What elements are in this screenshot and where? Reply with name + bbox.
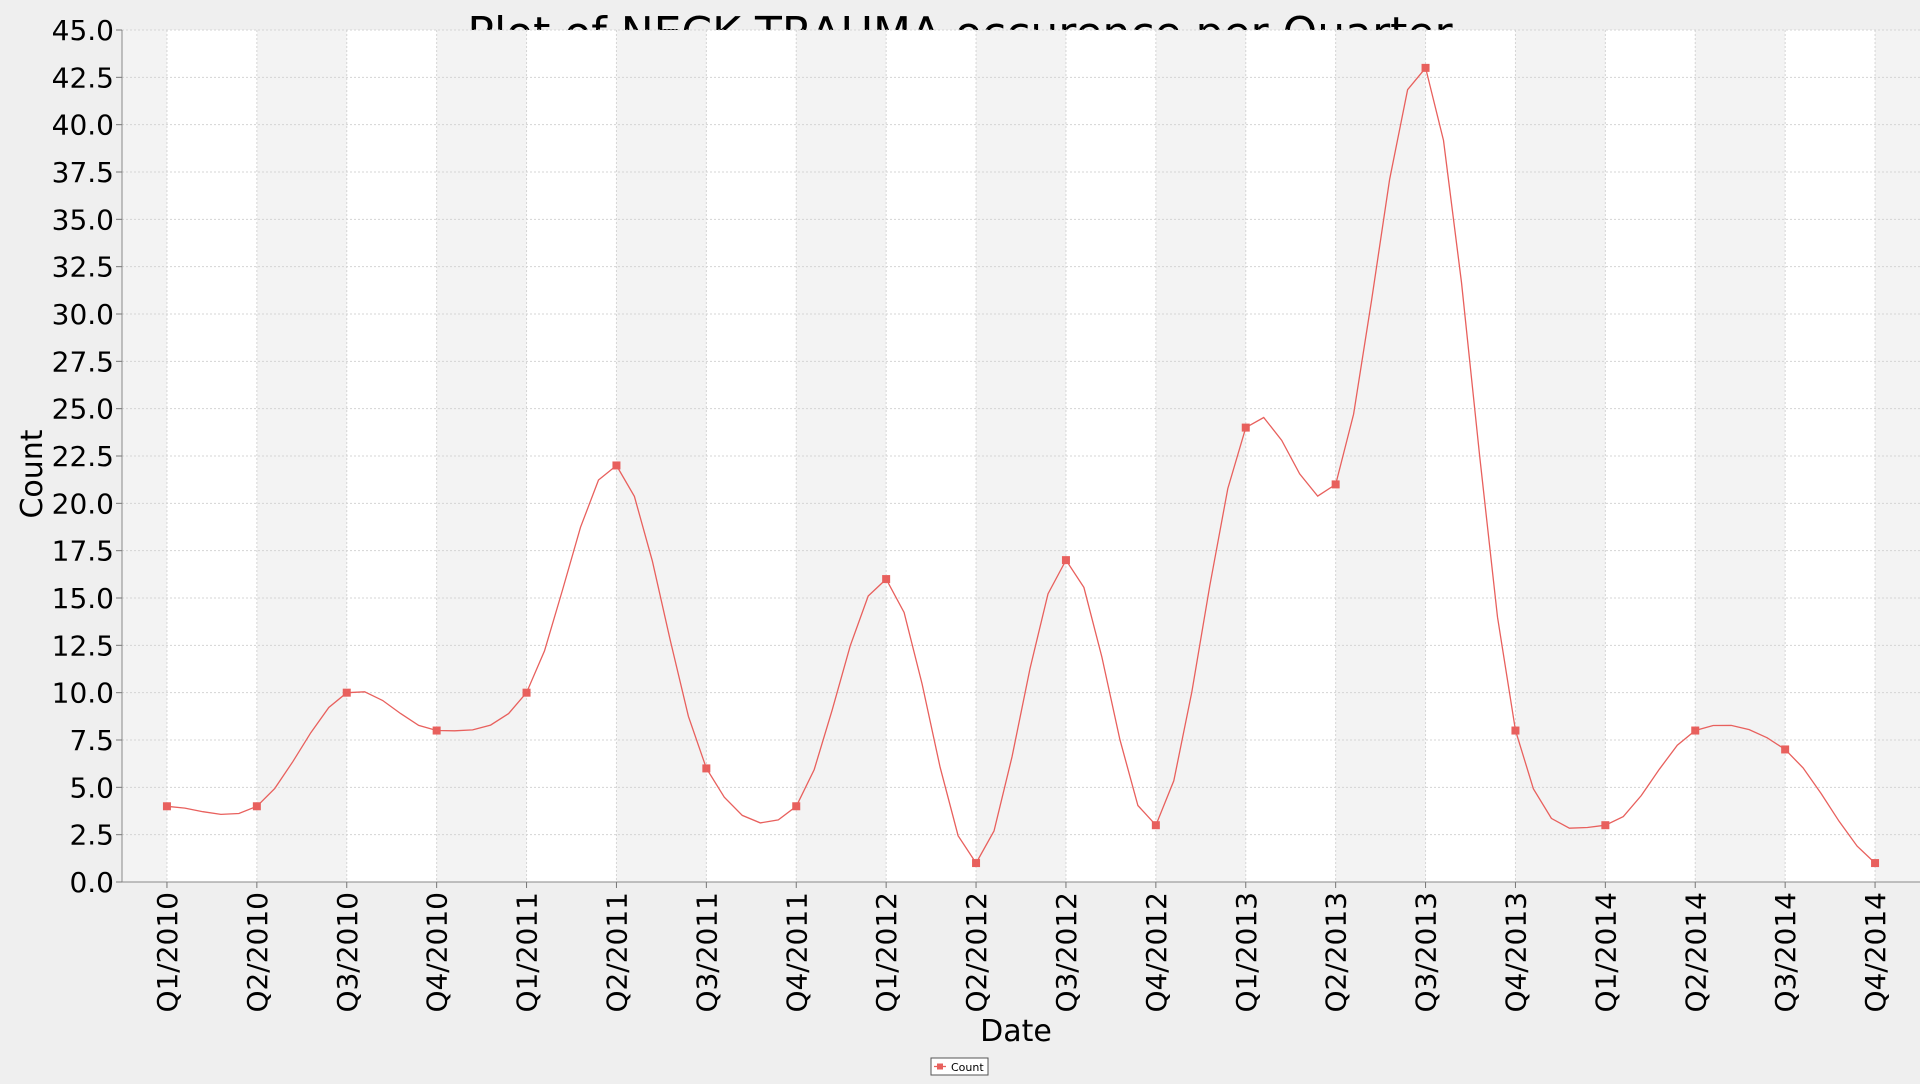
- grid-lines: [122, 29, 1920, 883]
- y-tick-label: 25.0: [52, 393, 114, 426]
- data-point: [1691, 726, 1700, 735]
- data-point: [1331, 480, 1340, 489]
- legend-label: Count: [951, 1061, 984, 1074]
- legend: Count: [930, 1057, 989, 1076]
- data-point: [612, 461, 621, 470]
- x-tick-label: Q2/2013: [1320, 892, 1353, 1013]
- plot-band: [1155, 30, 1246, 882]
- x-tick-label: Q3/2013: [1410, 892, 1443, 1013]
- y-tick-label: 17.5: [52, 535, 114, 568]
- y-tick-label: 40.0: [52, 109, 114, 142]
- x-tick-label: Q4/2010: [421, 892, 454, 1013]
- x-tick-label: Q1/2013: [1230, 892, 1263, 1013]
- data-point: [702, 764, 711, 773]
- legend-marker: [937, 1063, 943, 1070]
- data-point: [1241, 423, 1250, 432]
- plot-band: [976, 30, 1066, 882]
- data-point: [882, 575, 891, 584]
- plot-band: [1875, 30, 1920, 882]
- plot-band: [796, 30, 887, 882]
- x-tick-label: Q3/2011: [690, 892, 723, 1013]
- y-tick-label: 2.5: [69, 819, 114, 852]
- legend-box: [930, 1057, 989, 1076]
- y-tick-label: 32.5: [52, 251, 114, 284]
- data-point: [162, 802, 171, 811]
- data-points: [162, 63, 1880, 868]
- x-tick-label: Q1/2011: [511, 892, 544, 1013]
- data-point: [1151, 821, 1160, 830]
- data-point: [522, 688, 531, 697]
- x-tick-label: Q4/2012: [1140, 892, 1173, 1013]
- y-tick-label: 0.0: [69, 866, 114, 899]
- y-ticks: 0.0 2.5 5.0 7.5 10.0 12.5 15.0 17.5 20.0 22.5 25.0…: [52, 14, 122, 899]
- series-line-count: [166, 66, 1876, 865]
- data-point: [1871, 859, 1880, 868]
- x-tick-label: Q3/2014: [1769, 892, 1802, 1013]
- y-tick-label: 42.5: [52, 61, 114, 94]
- data-point: [252, 802, 261, 811]
- x-tick-label: Q2/2010: [241, 892, 274, 1013]
- data-point: [432, 726, 441, 735]
- y-tick-label: 15.0: [52, 582, 114, 615]
- data-point: [1601, 821, 1610, 830]
- y-tick-label: 20.0: [52, 487, 114, 520]
- y-tick-label: 37.5: [52, 156, 114, 189]
- data-point: [972, 859, 981, 868]
- data-point: [792, 802, 801, 811]
- plot-band: [122, 30, 167, 882]
- y-tick-label: 30.0: [52, 298, 114, 331]
- y-tick-label: 22.5: [52, 440, 114, 473]
- x-tick-label: Q3/2010: [331, 892, 364, 1013]
- x-tick-label: Q1/2010: [151, 892, 184, 1013]
- x-ticks: Q1/2010 Q2/2010 Q3/2010 Q4/2010 Q1/2011 Q2/20…: [151, 882, 1892, 1013]
- y-tick-label: 45.0: [52, 14, 114, 47]
- x-tick-label: Q1/2014: [1589, 892, 1622, 1013]
- x-tick-label: Q2/2012: [960, 892, 993, 1013]
- y-tick-label: 10.0: [52, 677, 114, 710]
- plot-band: [616, 30, 707, 882]
- y-tick-label: 35.0: [52, 203, 114, 236]
- y-tick-label: 12.5: [52, 629, 114, 662]
- x-axis-label: Date: [980, 1014, 1052, 1049]
- x-tick-label: Q3/2012: [1050, 892, 1083, 1013]
- data-point: [1511, 726, 1520, 735]
- x-tick-label: Q4/2011: [780, 892, 813, 1013]
- data-point: [1061, 556, 1070, 565]
- x-tick-label: Q2/2014: [1679, 892, 1712, 1013]
- data-point: [342, 688, 351, 697]
- y-tick-label: 7.5: [69, 724, 114, 757]
- data-point: [1781, 745, 1790, 754]
- y-tick-label: 27.5: [52, 345, 114, 378]
- y-axis-label: Count: [15, 429, 50, 518]
- plot-band: [1335, 30, 1426, 882]
- x-tick-label: Q4/2014: [1859, 892, 1892, 1013]
- data-point: [1421, 63, 1430, 72]
- x-tick-label: Q2/2011: [600, 892, 633, 1013]
- x-tick-label: Q1/2012: [870, 892, 903, 1013]
- y-tick-label: 5.0: [69, 771, 114, 804]
- x-tick-label: Q4/2013: [1499, 892, 1532, 1013]
